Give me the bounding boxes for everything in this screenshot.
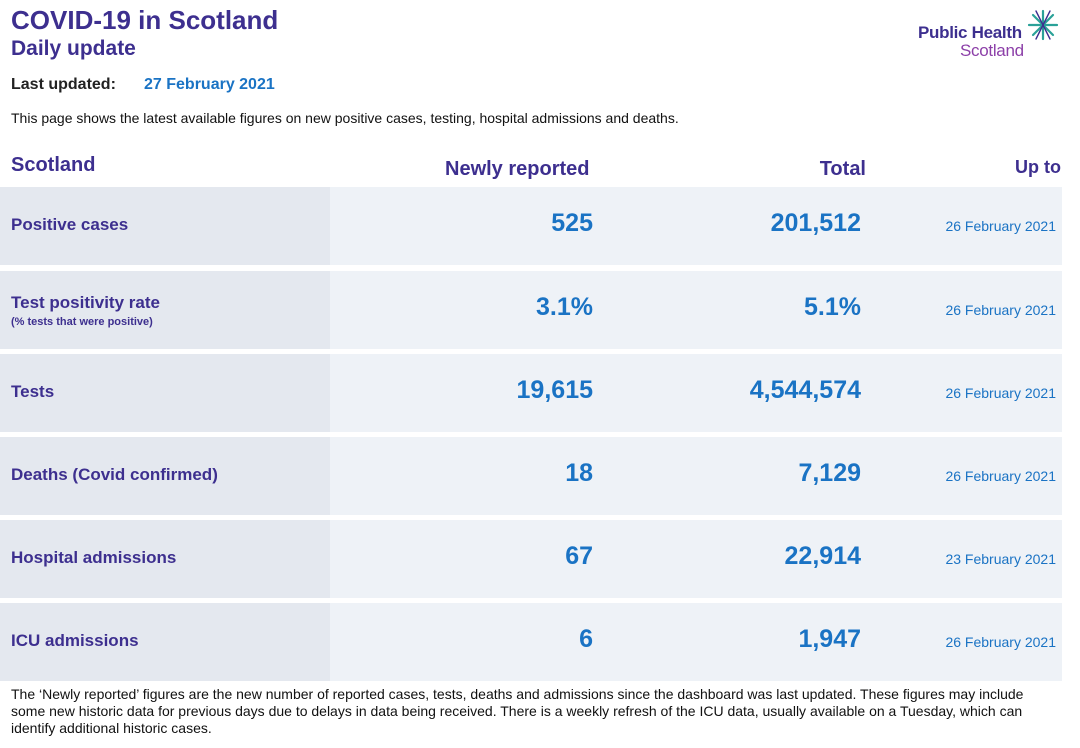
row-up-to: 26 February 2021 <box>945 634 1056 650</box>
row-label: ICU admissions <box>11 631 139 650</box>
column-header-up-to: Up to <box>1015 157 1061 177</box>
row-up-to: 26 February 2021 <box>945 218 1056 234</box>
row-value-cell <box>330 603 1062 681</box>
row-newly-reported: 67 <box>565 542 593 570</box>
table-row: Test positivity rate (% tests that were … <box>0 271 1062 349</box>
star-burst-icon <box>1027 9 1059 41</box>
row-label-cell <box>0 520 330 598</box>
table-row: Deaths (Covid confirmed) 18 7,129 26 Feb… <box>0 437 1062 515</box>
row-newly-reported: 6 <box>579 625 593 653</box>
logo-text-line2: Scotland <box>960 41 1024 60</box>
column-header-total: Total <box>819 158 866 180</box>
row-label: Positive cases <box>11 215 129 234</box>
table-row: Tests 19,615 4,544,574 26 February 2021 <box>0 354 1062 432</box>
column-header-area: Scotland <box>11 154 96 176</box>
table-row: ICU admissions 6 1,947 26 February 2021 <box>0 603 1062 681</box>
row-up-to: 26 February 2021 <box>945 468 1056 484</box>
row-up-to: 26 February 2021 <box>945 385 1056 401</box>
row-total: 7,129 <box>798 459 861 487</box>
row-value-cell <box>330 520 1062 598</box>
row-total: 201,512 <box>770 209 861 237</box>
row-newly-reported: 19,615 <box>516 376 593 404</box>
page-subtitle: Daily update <box>11 37 136 60</box>
page-title: COVID-19 in Scotland <box>11 5 279 35</box>
last-updated-date: 27 February 2021 <box>144 76 275 93</box>
row-newly-reported: 3.1% <box>536 293 593 321</box>
row-label: Hospital admissions <box>11 548 177 567</box>
last-updated-label: Last updated: <box>11 76 116 93</box>
row-total: 22,914 <box>784 542 861 570</box>
table-row: Positive cases 525 201,512 26 February 2… <box>0 187 1062 265</box>
row-total: 1,947 <box>798 625 861 653</box>
row-up-to: 23 February 2021 <box>945 551 1056 567</box>
row-label-cell <box>0 437 330 515</box>
row-label: Tests <box>11 382 55 401</box>
row-sublabel: (% tests that were positive) <box>11 316 153 328</box>
row-label: Test positivity rate <box>11 293 160 312</box>
row-value-cell <box>330 354 1062 432</box>
row-up-to: 26 February 2021 <box>945 302 1056 318</box>
row-total: 4,544,574 <box>749 376 861 404</box>
intro-text: This page shows the latest available fig… <box>11 110 679 126</box>
row-label-cell <box>0 187 330 265</box>
row-label-cell <box>0 603 330 681</box>
row-value-cell <box>330 187 1062 265</box>
footnote-text: The ‘Newly reported’ figures are the new… <box>11 686 1024 736</box>
row-newly-reported: 525 <box>551 209 593 237</box>
logo-text-line1: Public Health <box>918 23 1022 42</box>
row-newly-reported: 18 <box>565 459 593 487</box>
public-health-scotland-logo: Public Health Scotland <box>918 8 1068 62</box>
table-row: Hospital admissions 67 22,914 23 Februar… <box>0 520 1062 598</box>
row-total: 5.1% <box>804 293 861 321</box>
row-value-cell <box>330 271 1062 349</box>
row-value-cell <box>330 437 1062 515</box>
row-label-cell <box>0 354 330 432</box>
column-header-newly-reported: Newly reported <box>445 158 590 180</box>
row-label: Deaths (Covid confirmed) <box>11 465 218 484</box>
row-label-cell <box>0 271 330 349</box>
